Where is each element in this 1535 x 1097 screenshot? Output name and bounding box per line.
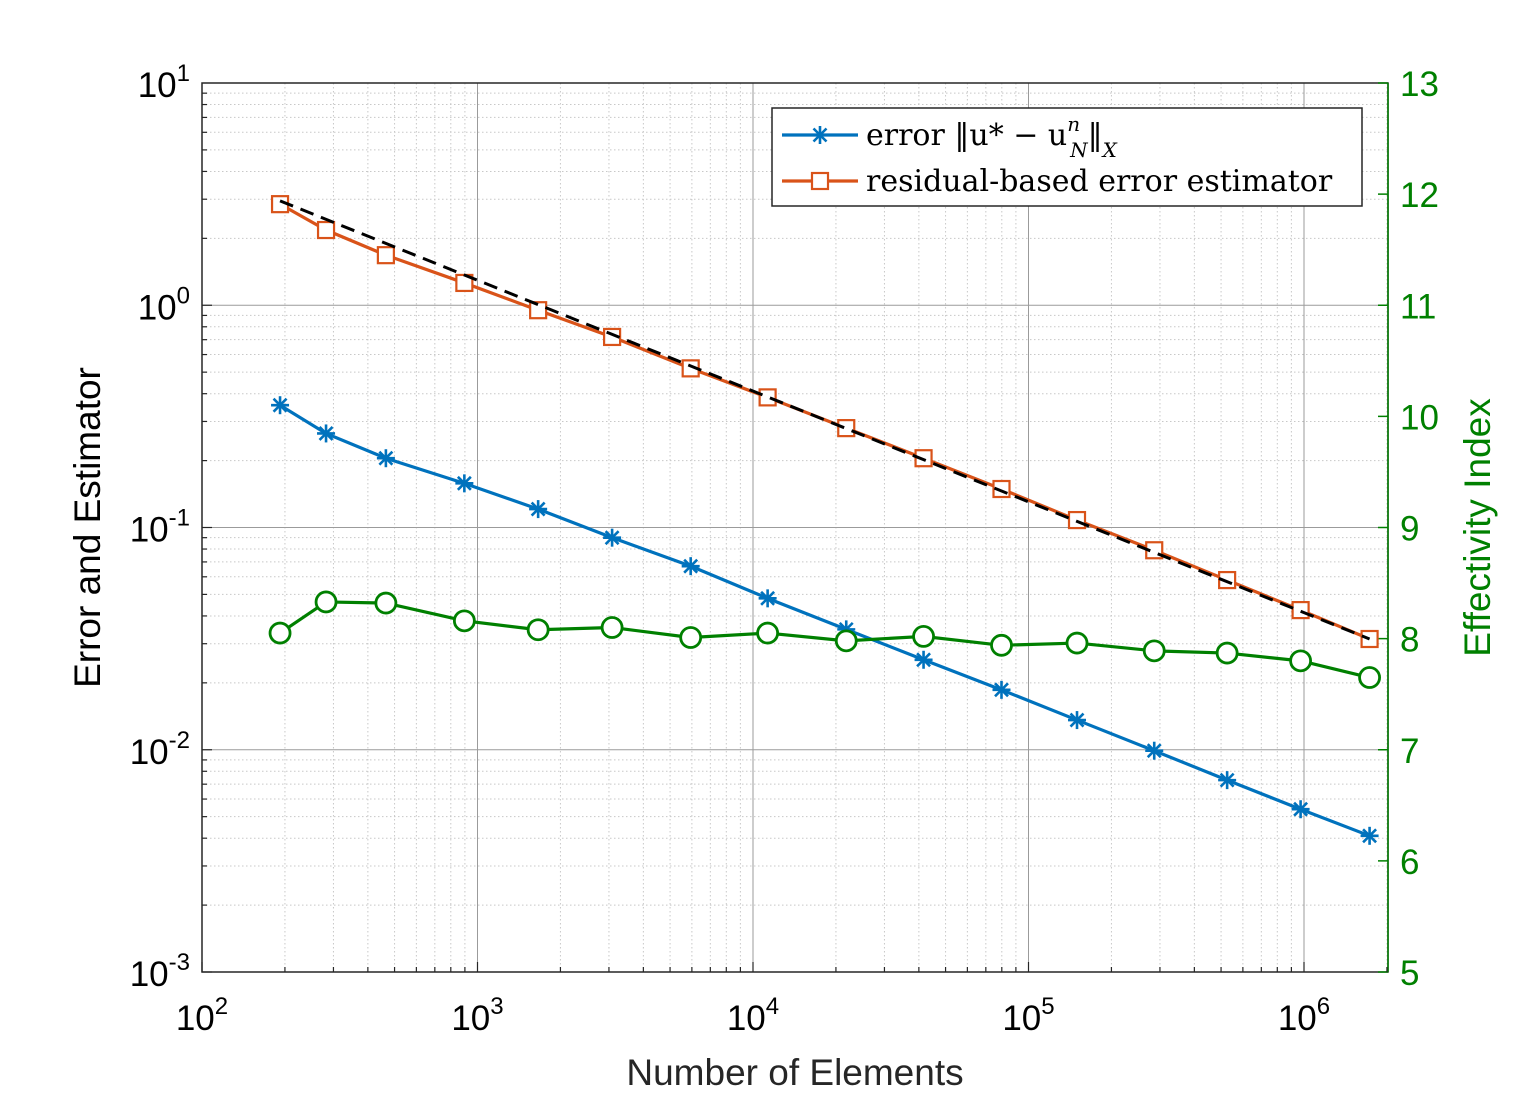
error-series-point <box>758 589 777 608</box>
legend-swatch-marker <box>811 126 829 144</box>
y-right-tick-label: 5 <box>1400 954 1419 993</box>
asterisk-stroke <box>760 590 776 606</box>
error-series-point <box>1218 771 1237 790</box>
error-series-point <box>455 474 474 493</box>
effectivity-series-point <box>990 633 1013 657</box>
error-series-point <box>529 500 548 519</box>
y-right-tick-label: 12 <box>1400 176 1439 215</box>
asterisk-stroke <box>1219 772 1235 788</box>
asterisk-stroke <box>530 501 546 517</box>
error-series-point <box>603 528 622 547</box>
effectivity-series-point <box>600 616 624 639</box>
estimator-series <box>270 195 1379 649</box>
effectivity-series-point <box>1065 631 1089 655</box>
error-series-point <box>992 680 1011 699</box>
error-series <box>271 396 1379 845</box>
error-series-point <box>1068 711 1087 730</box>
asterisk-stroke <box>812 127 828 143</box>
effectivity-series-point <box>1358 666 1381 689</box>
estimator-series-point <box>1291 600 1310 620</box>
effectivity-series-point <box>1289 649 1313 673</box>
effectivity-series-point <box>374 591 398 615</box>
x-tick-label: 102 <box>176 993 228 1038</box>
y-right-tick-label: 7 <box>1400 732 1419 771</box>
asterisk-stroke <box>456 475 472 491</box>
asterisk-stroke <box>916 652 931 668</box>
estimator-series-point <box>837 419 856 438</box>
y-left-tick-label: 101 <box>138 60 190 105</box>
y-right-tick-label: 11 <box>1400 287 1436 326</box>
error-series-line <box>279 403 1371 838</box>
y-left-tick-label: 100 <box>138 282 190 327</box>
asterisk-stroke <box>683 558 699 574</box>
y-right-tick-label: 9 <box>1400 510 1419 549</box>
asterisk-stroke <box>1362 828 1378 844</box>
effectivity-series-point <box>834 629 858 653</box>
effectivity-series-point <box>679 626 703 649</box>
effectivity-series-point <box>1215 641 1239 665</box>
right-axis: 5 6 7 8 9 10 11 12 13 <box>1378 65 1439 993</box>
error-series-point <box>914 650 933 669</box>
asterisk-stroke <box>604 530 620 546</box>
error-series-point <box>681 557 700 576</box>
reference-slope-line <box>279 199 1371 641</box>
legend-entry-label: residual-based error estimator <box>866 164 1333 199</box>
y-right-tick-label: 13 <box>1400 65 1439 104</box>
asterisk-stroke <box>378 450 394 466</box>
x-tick-label: 103 <box>451 993 503 1038</box>
asterisk-stroke <box>272 397 288 413</box>
legend-box <box>771 107 1363 207</box>
x-axis-ticks: 102 103 104 105 106 <box>176 962 1388 1038</box>
left-axis-ticks: 10-3 10-2 10-1 100 101 <box>130 60 212 994</box>
asterisk-stroke <box>1293 801 1309 817</box>
asterisk-stroke <box>318 426 334 441</box>
x-tick-label: 105 <box>1002 993 1054 1038</box>
estimator-series-point <box>529 301 548 320</box>
estimator-series-point <box>376 246 395 265</box>
estimator-series-line <box>279 202 1371 641</box>
asterisk-stroke <box>1146 743 1162 759</box>
error-series-point <box>271 396 290 415</box>
asterisk-stroke <box>994 682 1009 698</box>
y-right-tick-label: 10 <box>1400 398 1439 437</box>
effectivity-series-point <box>526 618 550 642</box>
y-axis-label-right: Effectivity Index <box>1457 398 1498 657</box>
series-layer <box>268 195 1381 845</box>
effectivity-series-line <box>279 600 1370 680</box>
x-tick-label: 106 <box>1278 993 1330 1038</box>
estimator-series-point <box>316 220 336 240</box>
error-series-point <box>1360 826 1379 845</box>
error-series-point <box>1291 800 1310 819</box>
y-right-tick-label: 8 <box>1400 621 1419 660</box>
legend-swatch-marker <box>810 171 830 191</box>
effectivity-series-point <box>268 621 292 645</box>
error-series-point <box>1145 741 1164 760</box>
y-left-tick-label: 10-2 <box>130 727 190 772</box>
x-tick-label: 104 <box>727 993 779 1038</box>
effectivity-series-point <box>756 621 780 645</box>
y-left-tick-label: 10-1 <box>130 505 190 550</box>
effectivity-series-point <box>314 590 338 614</box>
effectivity-series-point <box>912 625 935 648</box>
effectivity-series-point <box>452 609 476 633</box>
effectivity-series <box>268 590 1381 689</box>
legend-entry-label: error ‖u* − un N‖X <box>866 112 1118 162</box>
y-right-tick-label: 6 <box>1400 843 1419 882</box>
asterisk-stroke <box>1069 712 1085 728</box>
estimator-series-point <box>758 388 777 407</box>
y-left-tick-label: 10-3 <box>130 949 190 994</box>
error-series-point <box>376 449 395 468</box>
x-axis-label: Number of Elements <box>626 1052 963 1093</box>
y-axis-label-left: Error and Estimator <box>67 367 108 688</box>
error-series-point <box>317 424 336 443</box>
effectivity-series-point <box>1142 639 1166 663</box>
